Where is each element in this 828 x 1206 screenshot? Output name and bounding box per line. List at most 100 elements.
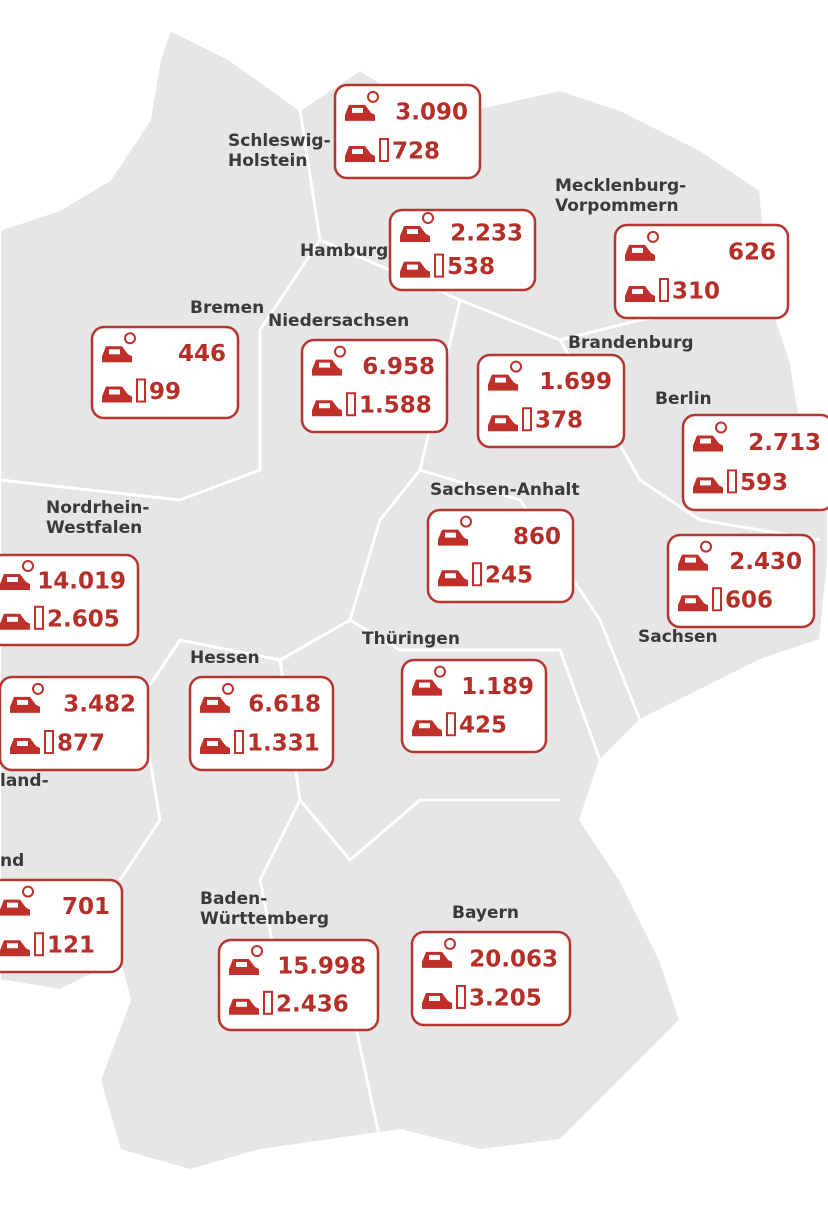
charger-icon <box>446 712 456 737</box>
pin-icon <box>715 421 727 434</box>
car-window <box>17 740 28 746</box>
car-window <box>236 962 247 967</box>
car-window <box>700 438 711 444</box>
charge-point-count: 728 <box>392 138 440 164</box>
region-label: Sachsen-Anhalt <box>430 480 580 500</box>
car-window <box>445 573 456 579</box>
region-label: Bremen <box>190 298 264 318</box>
region-label: Hamburg <box>300 241 388 261</box>
charger-icon <box>456 984 466 1009</box>
pin-icon <box>22 885 34 898</box>
station-count: 2.713 <box>748 430 821 456</box>
charge-point-count: 1.588 <box>359 393 432 419</box>
region: Bayern 20.063 3.205 <box>410 903 572 1027</box>
charge-point-count: 99 <box>149 379 181 405</box>
car-window <box>495 377 506 383</box>
charger-icon <box>727 469 737 494</box>
region-label: Nordrhein- <box>46 498 149 518</box>
charge-point-count: 593 <box>740 470 788 496</box>
region-label: Württemberg <box>200 909 329 929</box>
region: nd 701 121 <box>0 851 124 974</box>
charger-icon <box>44 729 54 754</box>
charger-icon <box>346 392 356 417</box>
region: Baden-Württemberg 15.998 2.436 <box>200 889 380 1032</box>
station-count: 860 <box>513 524 561 550</box>
charge-point-count: 2.436 <box>276 991 349 1017</box>
station-count: 446 <box>178 341 226 367</box>
region: Hessen 6.618 1.331 <box>188 648 335 772</box>
pin-icon <box>647 230 659 243</box>
region: Sachsen 2.430 606 <box>638 533 816 647</box>
car-window <box>445 532 456 538</box>
pin-icon <box>22 560 34 572</box>
region-box <box>0 878 124 974</box>
region-label: Baden- <box>200 889 267 909</box>
car-window <box>7 943 18 949</box>
charge-point-count: 245 <box>485 563 533 589</box>
charge-point-count: 538 <box>447 254 495 280</box>
region: Thüringen 1.189 425 <box>362 629 548 754</box>
pin-icon <box>422 212 434 224</box>
region-box <box>410 930 572 1027</box>
region-label: Schleswig- <box>228 131 331 151</box>
region: land- 3.482 877 <box>0 675 150 791</box>
car-window <box>495 418 506 424</box>
pin-icon <box>510 360 522 373</box>
car-window <box>632 247 643 253</box>
station-count: 2.233 <box>450 221 523 247</box>
car-window <box>419 682 430 688</box>
charger-icon <box>263 990 273 1015</box>
charger-icon <box>472 562 482 587</box>
charger-icon <box>136 378 146 403</box>
region-label: Vorpommern <box>555 196 679 216</box>
region: Mecklenburg-Vorpommern 626 310 <box>555 176 790 320</box>
charge-point-count: 378 <box>535 408 583 434</box>
region-label: Thüringen <box>362 629 460 649</box>
charger-icon <box>234 729 244 754</box>
charger-icon <box>34 605 44 630</box>
region-label: nd <box>0 851 24 871</box>
region: Hamburg 2.233 538 <box>300 208 537 292</box>
pin-icon <box>367 90 379 103</box>
car-window <box>319 403 330 409</box>
car-window <box>319 362 330 368</box>
pin-icon <box>434 665 446 678</box>
region-label: Berlin <box>655 389 712 409</box>
station-count: 3.482 <box>63 691 136 717</box>
charge-point-count: 310 <box>672 278 720 304</box>
car-window <box>109 389 120 395</box>
station-count: 3.090 <box>395 99 468 125</box>
pin-icon <box>251 945 263 957</box>
region-label: land- <box>0 771 49 791</box>
region: Bremen 446 99 <box>90 298 264 420</box>
region: Brandenburg 1.699 378 <box>476 333 694 449</box>
charger-icon <box>522 407 532 432</box>
car-window <box>7 616 18 622</box>
car-window <box>685 557 696 563</box>
car-window <box>7 902 18 908</box>
station-count: 2.430 <box>729 549 802 575</box>
charge-point-count: 606 <box>725 588 773 614</box>
car-window <box>352 148 363 154</box>
car-window <box>352 107 363 113</box>
region: Niedersachsen 6.958 1.588 <box>268 311 449 434</box>
region-box <box>613 223 790 320</box>
region-box <box>217 938 380 1032</box>
regions: Schleswig-Holstein 3.090 728 Hamburg 2.233 53… <box>0 83 828 1032</box>
station-count: 6.958 <box>362 354 435 380</box>
charger-icon <box>34 932 44 957</box>
charger-icon <box>712 587 722 612</box>
charger-icon <box>434 253 444 278</box>
region-label: Brandenburg <box>568 333 694 353</box>
car-window <box>700 480 711 486</box>
region-label: Mecklenburg- <box>555 176 686 196</box>
station-count: 20.063 <box>469 946 558 972</box>
region-label: Sachsen <box>638 627 718 647</box>
station-count: 701 <box>62 894 110 920</box>
car-window <box>685 598 696 604</box>
pin-icon <box>334 345 346 358</box>
station-count: 15.998 <box>277 954 366 980</box>
charge-point-count: 877 <box>57 730 105 756</box>
car-window <box>419 723 430 729</box>
